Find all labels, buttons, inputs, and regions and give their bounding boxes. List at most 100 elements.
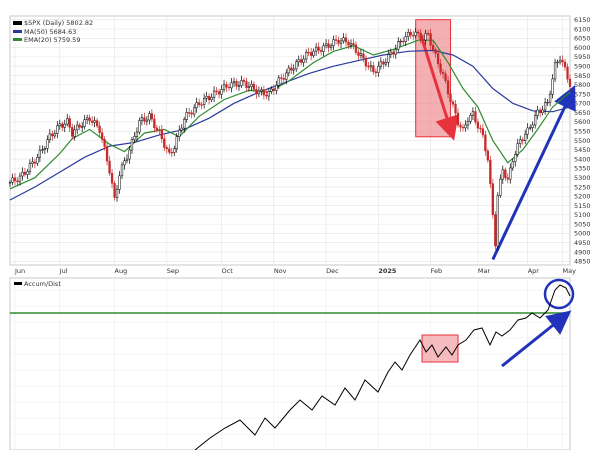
candle-body xyxy=(449,93,452,103)
candle-body xyxy=(215,90,218,93)
price-x-tick-label: Aug xyxy=(115,267,128,275)
ema20-legend-swatch xyxy=(13,38,22,41)
candle-body xyxy=(138,120,141,133)
price-x-tick-label: Jun xyxy=(14,267,25,275)
candle-body xyxy=(165,147,168,150)
price-y-tick-label: 5050 xyxy=(574,220,591,228)
candle-body xyxy=(431,45,435,50)
candle-body xyxy=(230,82,233,89)
candle-body xyxy=(280,77,283,79)
candle-body xyxy=(526,127,529,135)
candle-body xyxy=(86,117,89,120)
candle-body xyxy=(277,77,280,86)
candle-body xyxy=(481,128,485,136)
candle-body xyxy=(347,41,350,46)
candle-body xyxy=(499,178,502,196)
candle-body xyxy=(516,143,519,155)
price-y-tick-label: 5850 xyxy=(574,72,591,80)
candle-body xyxy=(43,148,46,150)
candle-body xyxy=(193,107,196,115)
candle-body xyxy=(451,101,455,105)
candle-body xyxy=(178,129,181,137)
candle-body xyxy=(474,111,477,123)
candle-body xyxy=(158,129,161,131)
candle-body xyxy=(538,109,542,113)
price-y-tick-label: 5150 xyxy=(574,202,591,210)
candle-body xyxy=(46,139,49,149)
candle-body xyxy=(446,80,450,95)
price-y-tick-label: 5800 xyxy=(574,81,591,89)
candle-body xyxy=(297,59,300,63)
candle-body xyxy=(270,88,273,92)
candle-body xyxy=(160,129,163,139)
price-y-tick-label: 5200 xyxy=(574,193,591,201)
candle-body xyxy=(108,160,111,174)
candle-body xyxy=(175,136,178,149)
candle-body xyxy=(519,139,522,144)
price-y-tick-label: 5650 xyxy=(574,109,591,117)
candle-body xyxy=(444,73,447,82)
price-x-tick-label: Apr xyxy=(528,267,540,275)
candle-body xyxy=(543,102,547,111)
candle-body xyxy=(207,96,211,101)
candle-body xyxy=(285,72,288,80)
price-y-tick-label: 5700 xyxy=(574,100,591,108)
candle-body xyxy=(120,164,124,177)
accum-dist-panel: Accum/Dist xyxy=(9,277,575,450)
price-legend: $SPX (Daily) 5802.82 MA(50) 5684.63 EMA(… xyxy=(13,19,93,44)
candle-body xyxy=(310,52,313,56)
candle-body xyxy=(374,71,378,73)
price-x-tick-label: Jul xyxy=(59,267,68,275)
candle-body xyxy=(118,175,121,190)
price-x-tick-label: May xyxy=(563,267,577,275)
candle-body xyxy=(78,124,81,128)
price-blue-arrow xyxy=(491,85,576,261)
price-x-tick-label: Oct xyxy=(222,267,234,275)
candle-body xyxy=(307,51,310,54)
candle-body xyxy=(531,124,534,128)
candle-body xyxy=(110,172,114,184)
candle-body xyxy=(392,51,395,55)
price-y-tick-label: 5950 xyxy=(574,53,591,61)
candle-body xyxy=(469,114,472,122)
candle-body xyxy=(494,214,497,247)
accum-highlight-box xyxy=(421,334,459,363)
candle-body xyxy=(11,177,14,183)
candle-body xyxy=(198,102,201,105)
candle-body xyxy=(454,103,457,114)
candle-body xyxy=(461,126,465,129)
candle-body xyxy=(389,51,392,55)
candle-body xyxy=(302,58,305,63)
price-y-tick-label: 5550 xyxy=(574,128,591,136)
candle-body xyxy=(18,175,22,183)
candle-body xyxy=(486,150,490,161)
candle-body xyxy=(305,51,308,60)
candle-body xyxy=(558,59,562,63)
candle-body xyxy=(275,85,278,91)
candle-body xyxy=(66,118,69,125)
candle-body xyxy=(195,102,198,109)
candle-body xyxy=(235,81,238,87)
candle-body xyxy=(51,133,54,137)
candle-body xyxy=(329,45,333,48)
price-x-tick-label: Dec xyxy=(326,267,339,275)
price-x-tick-label: Sep xyxy=(167,267,179,275)
candle-body xyxy=(267,91,270,97)
candle-body xyxy=(148,113,151,121)
price-y-tick-label: 6150 xyxy=(574,16,591,24)
accum-title: Accum/Dist xyxy=(24,280,61,288)
candle-body xyxy=(58,123,61,127)
candle-body xyxy=(382,61,385,65)
candle-body xyxy=(434,49,437,54)
candle-body xyxy=(419,32,422,40)
candle-body xyxy=(145,119,149,122)
ma50-line xyxy=(9,49,571,201)
candle-body xyxy=(568,78,572,87)
candle-body xyxy=(183,119,186,129)
price-x-tick-label: Nov xyxy=(274,267,287,275)
accum-grid xyxy=(10,278,570,450)
price-y-tick-label: 5600 xyxy=(574,118,591,126)
candle-body xyxy=(13,177,17,182)
